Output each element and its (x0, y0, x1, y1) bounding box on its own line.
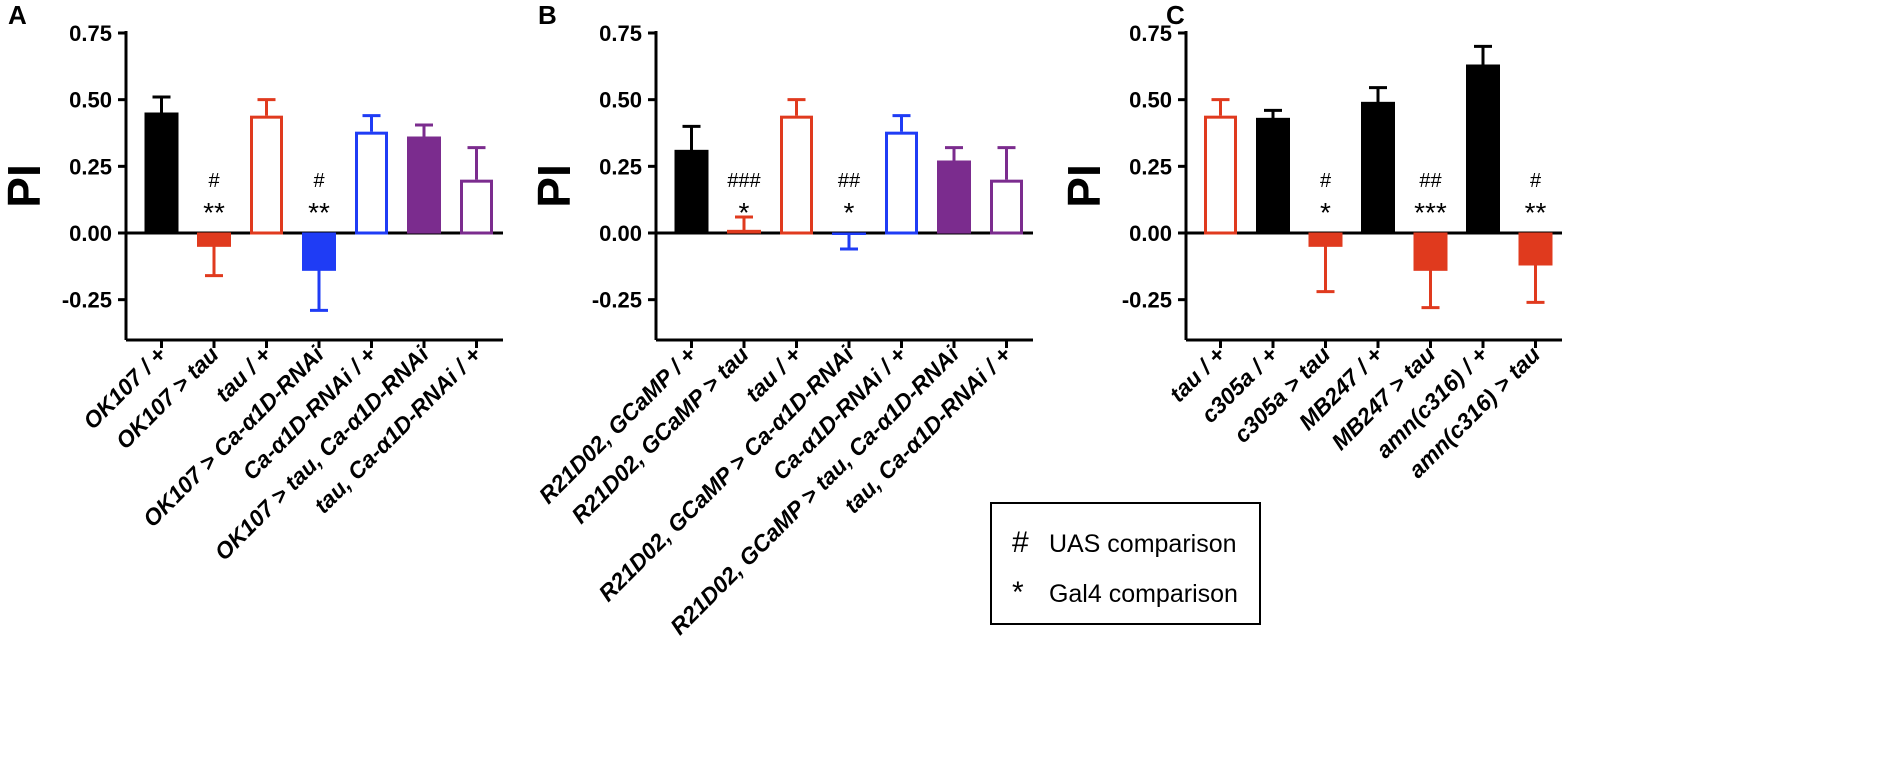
y-tick-label: 0.75 (599, 21, 642, 46)
bar-group: # ** (302, 170, 336, 312)
legend-entry-uas: # UAS comparison (1012, 526, 1237, 560)
bar (1413, 232, 1448, 271)
bar-group: ## * (832, 170, 866, 251)
uas-significance-marker: ## (1419, 170, 1442, 192)
bar-group: ### * (727, 170, 762, 234)
panel-letter: A (8, 0, 27, 30)
y-tick-label: 0.00 (599, 221, 642, 246)
bar-group (1466, 44, 1500, 234)
bar (302, 232, 336, 271)
bar-group: ## *** (1413, 170, 1448, 310)
bar (1361, 101, 1395, 234)
bar (197, 232, 231, 247)
y-tick-label: 0.75 (69, 21, 112, 46)
bar (1466, 64, 1500, 234)
bar-group (990, 146, 1023, 235)
y-axis-label: PI (0, 164, 50, 207)
bar-group: #* (1308, 170, 1343, 294)
bar (407, 136, 441, 234)
bar (832, 232, 866, 235)
bar-group (1361, 86, 1395, 234)
legend-star-symbol: * (1012, 576, 1024, 609)
bar (937, 160, 971, 234)
y-tick-label: -0.25 (592, 288, 642, 313)
y-tick-label: 0.25 (1129, 154, 1172, 179)
uas-significance-marker: # (208, 170, 220, 192)
bar-group (460, 146, 493, 235)
bar-group (674, 124, 709, 234)
y-tick-label: -0.25 (1122, 288, 1172, 313)
y-tick-label: 0.00 (69, 221, 112, 246)
legend-hash-symbol: # (1012, 526, 1029, 559)
bar (250, 115, 283, 235)
gal4-significance-marker: ** (308, 197, 330, 228)
gal4-significance-marker: ** (203, 197, 225, 228)
panel-letter: B (538, 0, 557, 30)
y-axis-label: PI (1058, 164, 1110, 207)
legend-entry-gal4: * Gal4 comparison (1012, 576, 1238, 610)
bar (460, 179, 493, 235)
y-tick-label: 0.50 (599, 88, 642, 113)
legend: # UAS comparison * Gal4 comparison (990, 502, 1261, 625)
bar (1256, 117, 1290, 234)
bar (144, 112, 179, 234)
bar (885, 131, 918, 235)
gal4-significance-marker: * (844, 197, 855, 228)
y-tick-label: -0.25 (62, 288, 112, 313)
bar-group (355, 114, 388, 235)
gal4-significance-marker: *** (1414, 197, 1447, 228)
bar-group (144, 95, 179, 234)
bar (1204, 115, 1237, 235)
uas-significance-marker: # (1320, 170, 1332, 192)
bar (990, 179, 1023, 235)
gal4-significance-marker: ** (1525, 197, 1547, 228)
panel-letter: C (1166, 0, 1185, 30)
uas-significance-marker: ### (727, 170, 761, 192)
bar (727, 229, 761, 234)
uas-significance-marker: ## (838, 170, 861, 192)
bar-group (1204, 98, 1237, 235)
bar-group (1256, 108, 1290, 234)
gal4-significance-marker: * (1320, 197, 1331, 228)
legend-uas-label: UAS comparison (1048, 530, 1237, 558)
bar-group (407, 123, 441, 234)
bar-group (250, 98, 283, 235)
y-tick-label: 0.50 (69, 88, 112, 113)
y-tick-label: 0.75 (1129, 21, 1172, 46)
y-tick-label: 0.00 (1129, 221, 1172, 246)
bar-group: # ** (1518, 170, 1553, 304)
bar (355, 131, 388, 235)
bar-group (780, 98, 813, 235)
bar (674, 149, 709, 234)
legend-gal4-label: Gal4 comparison (1048, 580, 1238, 608)
y-axis-label: PI (528, 164, 580, 207)
bar-group (937, 146, 971, 234)
bar (1308, 232, 1343, 247)
gal4-significance-marker: * (739, 197, 750, 228)
y-tick-label: 0.50 (1129, 88, 1172, 113)
uas-significance-marker: # (313, 170, 325, 192)
bar (780, 115, 813, 235)
y-tick-label: 0.25 (69, 154, 112, 179)
bar-group (885, 114, 918, 235)
y-tick-label: 0.25 (599, 154, 642, 179)
bar-group: # ** (197, 170, 231, 278)
bar (1518, 232, 1553, 266)
uas-significance-marker: # (1530, 170, 1542, 192)
